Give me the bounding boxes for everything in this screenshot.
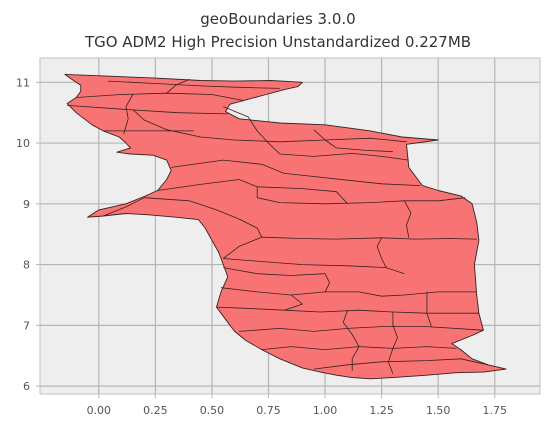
x-tick-label: 1.25 [369,404,394,417]
x-tick-label: 0.50 [200,404,225,417]
chart-subtitle: TGO ADM2 High Precision Unstandardized 0… [84,33,472,51]
district-boundary [157,179,466,205]
y-tick-label: 10 [16,137,30,150]
y-tick-label: 8 [23,259,30,272]
x-tick-label: 0.25 [143,404,168,417]
district-boundary [107,80,280,89]
district-boundary [123,94,134,135]
district-boundary [324,273,331,293]
district-boundary [171,159,421,186]
district-boundary [313,358,489,370]
district-boundary [132,109,407,143]
district-boundary [103,197,263,259]
x-tick-label: 1.75 [483,404,508,417]
district-boundary [387,312,398,375]
district-boundary [216,306,479,314]
y-tick-label: 9 [23,198,30,211]
district-boundary [223,258,387,268]
x-tick-label: 0.75 [256,404,281,417]
district-boundary [426,291,432,327]
chart-title: geoBoundaries 3.0.0 [200,10,356,28]
district-boundary [67,105,228,115]
district-boundary [342,310,360,371]
y-tick-label: 6 [23,380,30,393]
x-tick-label: 1.00 [313,404,338,417]
district-boundary [403,200,412,238]
district-boundary [223,267,326,276]
country-outline [64,73,507,380]
district-boundary [376,237,405,275]
plot-frame [39,57,541,395]
district-boundary [166,78,190,94]
district-boundary [257,186,348,205]
y-tick-label: 11 [16,76,30,89]
district-boundary [284,294,303,311]
district-boundary [223,106,409,161]
x-tick-label: 0.00 [87,404,112,417]
district-boundary [313,129,393,152]
y-tick-label: 7 [23,319,30,332]
x-tick-label: 1.50 [426,404,451,417]
